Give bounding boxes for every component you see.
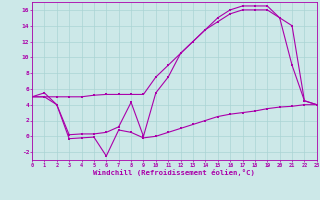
X-axis label: Windchill (Refroidissement éolien,°C): Windchill (Refroidissement éolien,°C) [93,169,255,176]
